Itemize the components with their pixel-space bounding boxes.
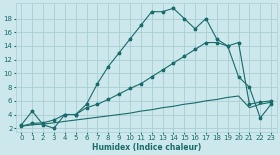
X-axis label: Humidex (Indice chaleur): Humidex (Indice chaleur)	[92, 143, 201, 152]
